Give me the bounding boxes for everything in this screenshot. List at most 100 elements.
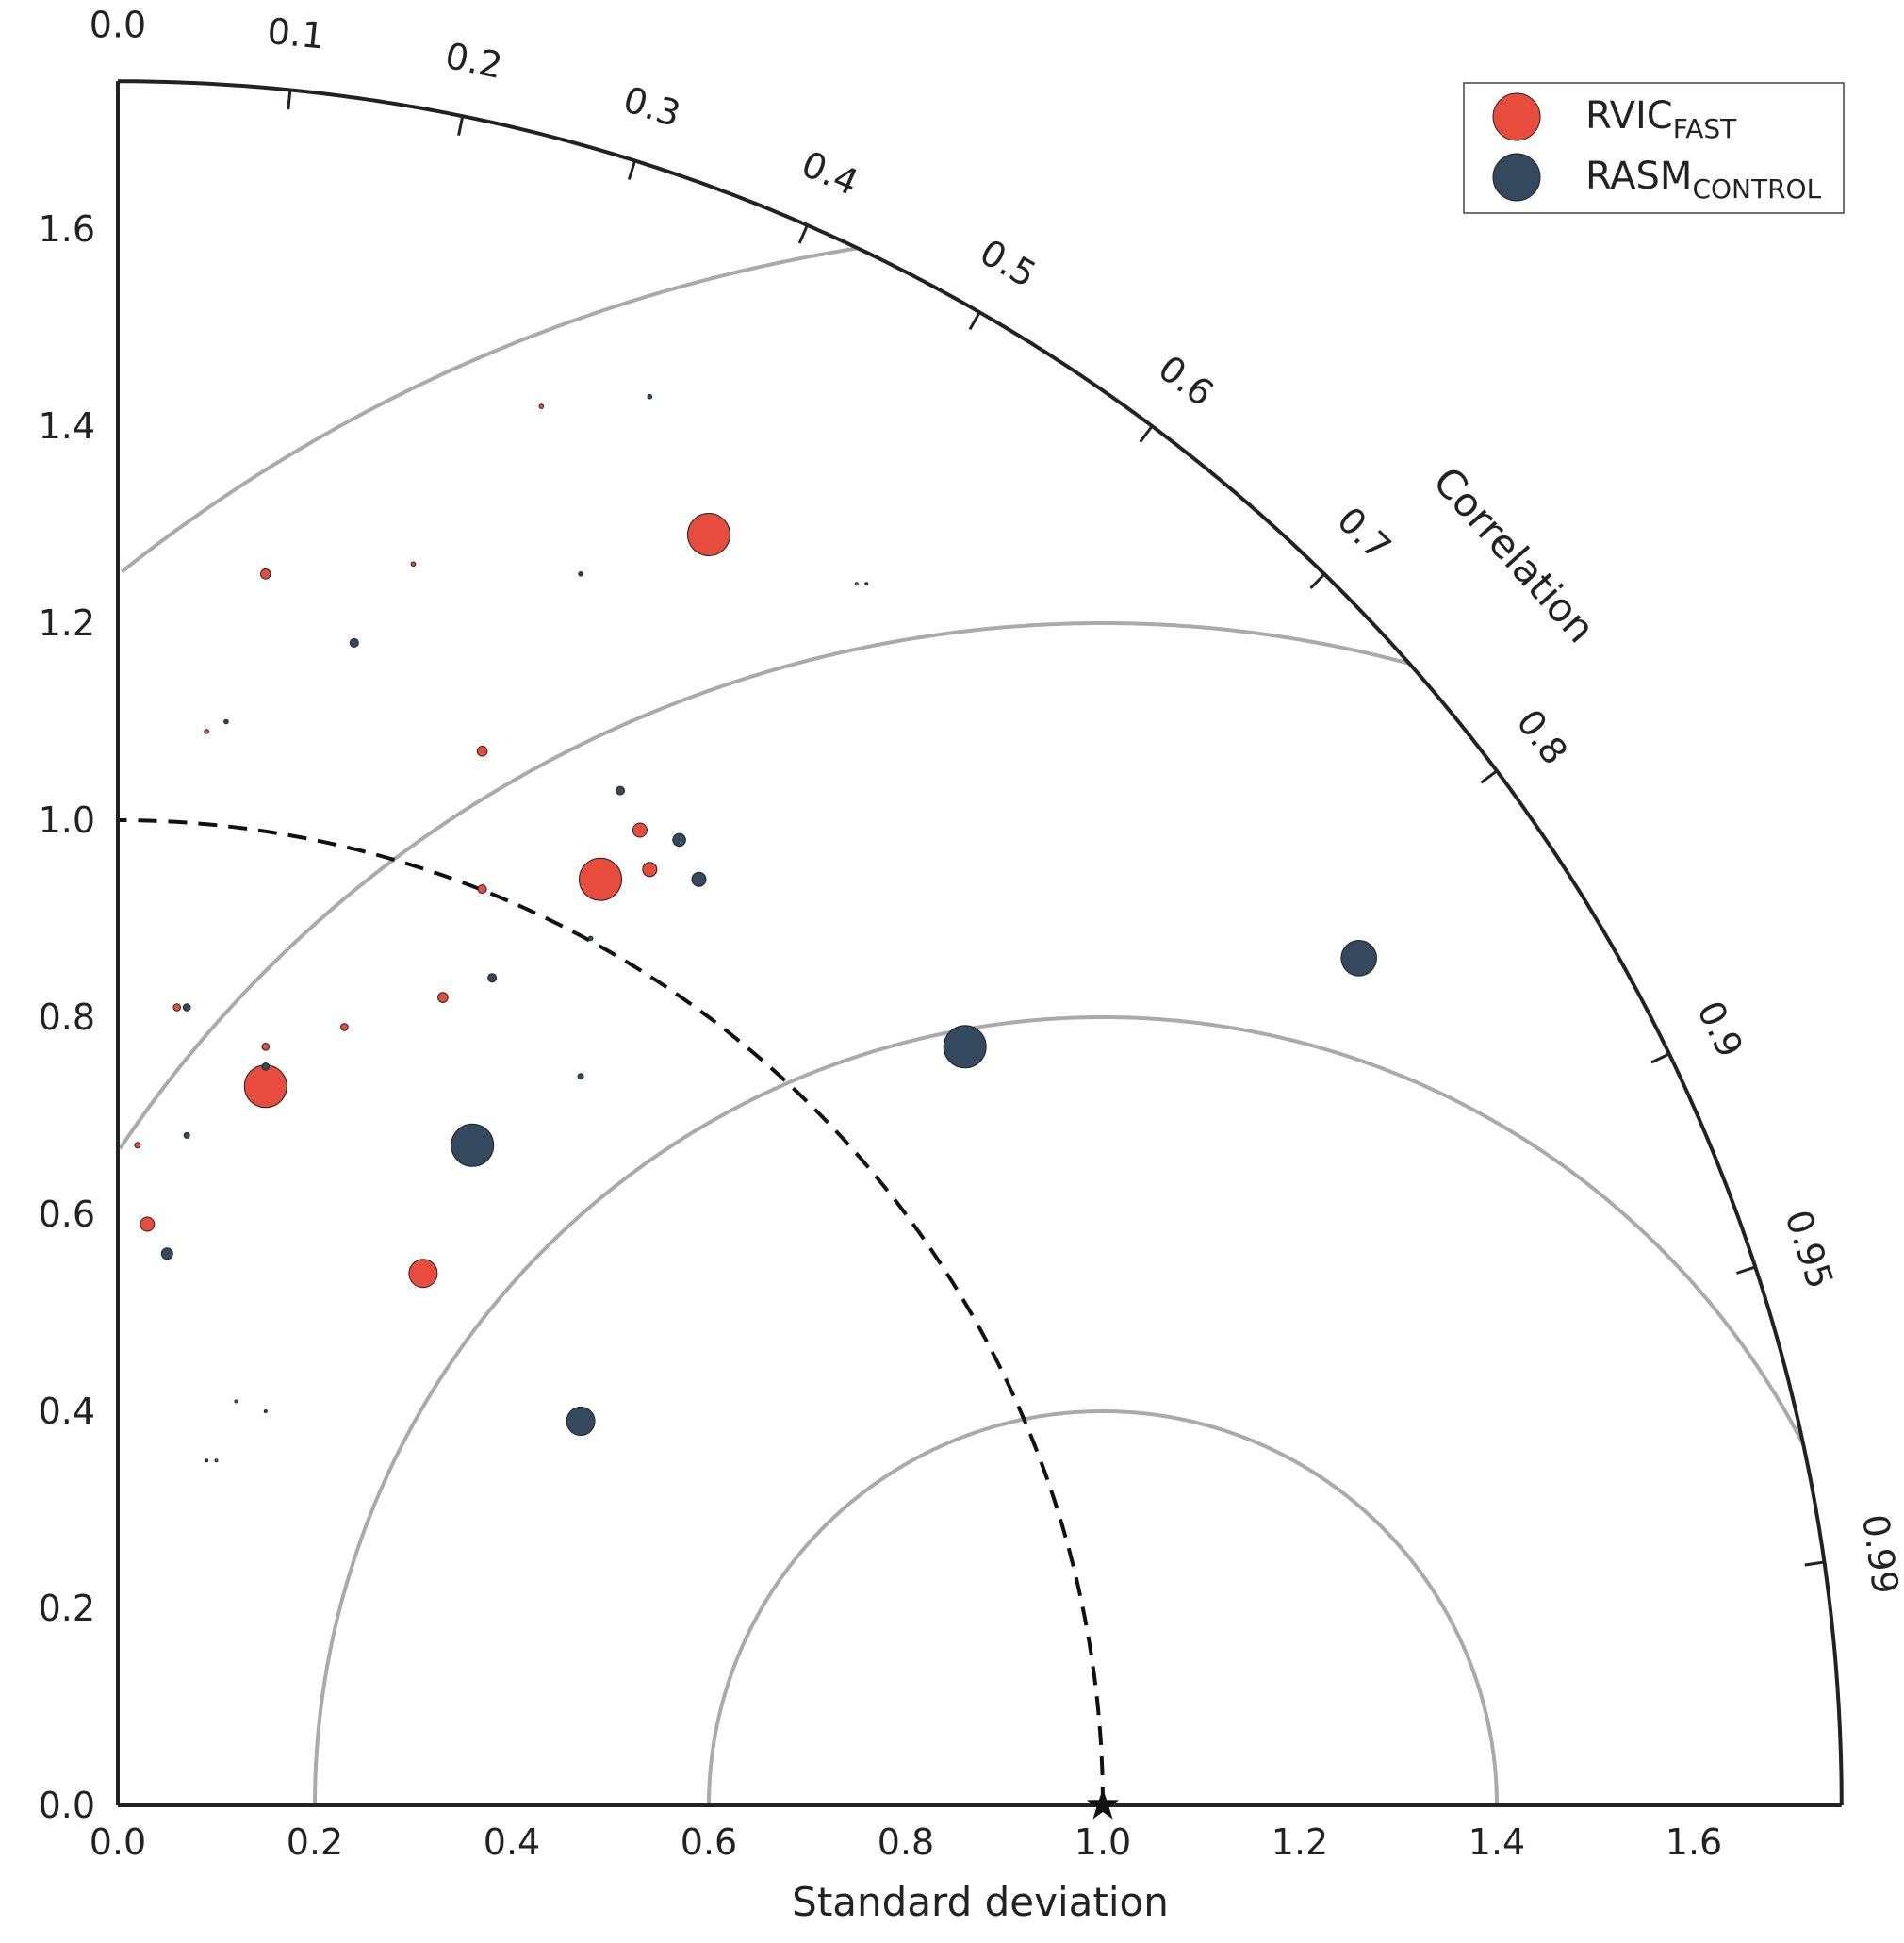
legend-marker-rasm — [1492, 153, 1541, 202]
data-point-rasm — [182, 1003, 191, 1012]
corr-tick-label: 0.5 — [973, 231, 1042, 295]
rms-contour-1 — [313, 1015, 1805, 1805]
data-point-rvic — [340, 1023, 349, 1031]
data-points — [134, 393, 1377, 1463]
corr-tick-label: 0.95 — [1777, 1205, 1841, 1293]
corr-tick-label: 0.0 — [90, 4, 146, 45]
corr-tick-label: 0.99 — [1854, 1512, 1904, 1597]
y-tick-label: 1.4 — [39, 405, 95, 447]
corr-tick-label: 0.1 — [266, 10, 327, 58]
data-point-rvic — [260, 568, 271, 580]
corr-tick-mark — [1804, 1560, 1825, 1567]
data-point-rvic — [687, 513, 730, 556]
rms-contour-0 — [707, 1409, 1499, 1805]
data-point-rasm — [261, 1062, 271, 1071]
data-point-rasm — [487, 973, 498, 983]
data-point-rasm — [183, 1131, 190, 1139]
data-point-rvic — [538, 403, 545, 409]
legend-marker-rvic — [1492, 92, 1541, 141]
rms-contour-2 — [118, 621, 1410, 1150]
x-tick-label: 0.0 — [90, 1821, 146, 1863]
rms-contour-3 — [120, 246, 857, 574]
corr-tick-mark — [287, 90, 292, 110]
reference-arc — [118, 818, 1105, 1805]
corr-tick-mark — [457, 115, 465, 136]
corr-tick-mark — [1139, 425, 1154, 443]
data-point-rasm — [578, 571, 583, 577]
corr-tick-label: 0.9 — [1689, 995, 1751, 1064]
corr-tick-label: 0.6 — [1151, 347, 1222, 414]
data-point-rasm — [205, 1458, 209, 1463]
data-point-rvic — [261, 1043, 271, 1051]
data-point-rvic — [214, 1458, 219, 1463]
y-tick-label: 0.6 — [39, 1194, 95, 1235]
legend-label-rvic: RVICFAST — [1585, 94, 1737, 144]
x-tick-label: 0.8 — [878, 1821, 934, 1863]
data-point-rvic — [476, 746, 488, 757]
data-point-rasm — [349, 637, 359, 648]
data-point-rvic — [243, 1064, 287, 1109]
data-point-rvic — [408, 1259, 438, 1289]
data-point-rvic — [854, 582, 859, 586]
data-point-rasm — [566, 1407, 596, 1436]
data-point-rvic — [172, 1003, 181, 1012]
data-point-rvic — [134, 1142, 141, 1149]
legend: RVICFAST RASMCONTROL — [1463, 82, 1845, 214]
data-point-rasm — [577, 1073, 584, 1080]
data-point-rasm — [691, 871, 707, 887]
corr-tick-mark — [968, 311, 981, 331]
data-point-rvic — [410, 561, 417, 568]
corr-tick-mark — [627, 160, 637, 180]
x-tick-label: 1.4 — [1469, 1821, 1525, 1863]
data-point-rvic — [642, 862, 658, 878]
corr-tick-mark — [797, 224, 809, 244]
y-tick-label: 1.2 — [39, 602, 95, 644]
data-point-rasm — [160, 1247, 173, 1260]
data-point-rvic — [234, 1399, 238, 1404]
reference-star — [1086, 1788, 1120, 1820]
corr-tick-label: 0.7 — [1329, 499, 1399, 568]
corr-tick-mark — [1735, 1265, 1756, 1275]
corr-tick-mark — [1309, 572, 1326, 589]
data-point-rasm — [616, 785, 625, 796]
outer-arc — [118, 79, 1844, 1806]
plot-frame — [116, 79, 1844, 1807]
corr-tick-mark — [1650, 1052, 1670, 1064]
data-point-rvic — [477, 884, 487, 895]
data-point-rvic — [204, 729, 209, 734]
data-point-rasm — [864, 582, 869, 586]
y-tick-label: 1.6 — [39, 208, 95, 250]
y-tick-label: 0.0 — [39, 1785, 95, 1826]
data-point-rasm — [223, 718, 229, 725]
std-tick-labels: 0.00.0 0.2 0.2 0.4 0.4 0.6 0.6 0.8 0.8 1.0 1.0 1.2 1… — [39, 208, 1723, 1863]
y-tick-label: 0.2 — [39, 1588, 95, 1629]
data-point-rasm — [451, 1123, 495, 1167]
x-tick-label: 0.6 — [681, 1821, 737, 1863]
correlation-axis-title: Correlation — [1424, 458, 1604, 651]
data-point-rvic — [140, 1216, 156, 1232]
data-point-rvic — [632, 822, 648, 838]
x-tick-label: 1.0 — [1075, 1821, 1131, 1863]
x-tick-label: 0.2 — [287, 1821, 343, 1863]
data-point-rasm — [943, 1025, 987, 1069]
reference-point-star — [1086, 1788, 1120, 1820]
corr-tick-label: 0.8 — [1508, 701, 1575, 772]
reference-std-arc — [118, 818, 1105, 1805]
x-axis-title: Standard deviation — [792, 1879, 1169, 1925]
data-point-rasm — [672, 832, 686, 848]
rms-contours — [118, 246, 1805, 1805]
data-point-rasm — [1340, 940, 1377, 977]
data-point-rvic — [579, 857, 622, 901]
corr-tick-label: 0.3 — [618, 78, 685, 135]
data-point-rasm — [263, 1409, 268, 1413]
x-tick-label: 1.6 — [1666, 1821, 1722, 1863]
corr-tick-mark — [1480, 769, 1498, 784]
x-tick-label: 0.4 — [484, 1821, 540, 1863]
data-point-rasm — [647, 393, 653, 400]
x-tick-label: 1.2 — [1272, 1821, 1328, 1863]
y-tick-label: 0.4 — [39, 1391, 95, 1432]
legend-label-rasm: RASMCONTROL — [1585, 155, 1822, 205]
y-tick-label: 1.0 — [39, 799, 95, 841]
data-point-rasm — [587, 935, 594, 942]
